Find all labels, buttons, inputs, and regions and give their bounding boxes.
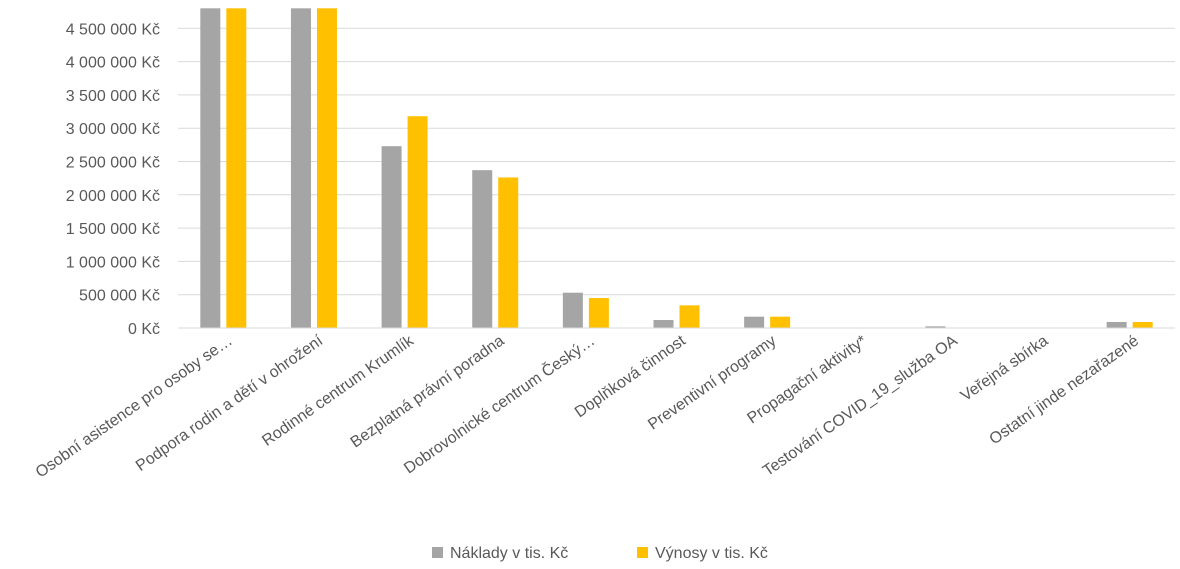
bar-naklady [925,326,946,328]
y-tick-label: 2 000 000 Kč [66,188,160,205]
bar-naklady [1106,322,1127,328]
bar-naklady [653,320,674,328]
category-label: Ostatní jinde nezařazené [987,332,1143,448]
bar-vynosy [316,8,337,328]
category-label: Dobrovolnické centrum Český… [400,331,598,478]
category-label: Bezplatná právní poradna [348,332,508,451]
y-tick-label: 4 000 000 Kč [66,55,160,72]
legend-swatch [637,547,648,558]
bar-vynosy [679,305,700,328]
y-tick-label: 1 500 000 Kč [66,221,160,238]
gridlines [178,27,1175,296]
bar-vynosy [1132,322,1153,328]
category-label: Rodinné centrum Krumlík [259,332,417,450]
category-label: Veřejná sbírka [958,332,1052,405]
y-tick-label: 500 000 Kč [79,288,160,305]
bar-naklady [472,170,493,328]
legend-label: Náklady v tis. Kč [450,545,568,562]
bar-vynosy [588,298,609,328]
bar-naklady [744,316,765,328]
y-axis-tick-labels: 0 Kč 500 000 Kč 1 000 000 Kč 1 500 000 Kč 2 … [66,21,160,338]
bar-naklady [562,292,583,328]
legend-swatch [432,547,443,558]
bar-vynosy [498,177,519,328]
bar-naklady [200,8,221,328]
y-tick-label: 3 500 000 Kč [66,88,160,105]
category-label: Testování COVID_19_služba OA [760,332,961,480]
bar-naklady [290,8,311,328]
bar-vynosy [226,8,247,328]
y-tick-label: 2 500 000 Kč [66,155,160,172]
bar-naklady [381,146,402,328]
y-tick-label: 3 000 000 Kč [66,121,160,138]
category-labels: Osobní asistence pro osoby se…Podpora ro… [33,331,1142,482]
category-label: Podpora rodin a dětí v ohrožení [133,332,327,475]
legend: Náklady v tis. Kč Výnosy v tis. Kč [432,545,768,562]
legend-label: Výnosy v tis. Kč [655,545,768,562]
bars [200,8,1153,328]
bar-vynosy [407,116,428,328]
y-tick-label: 1 000 000 Kč [66,254,160,271]
y-tick-label: 4 500 000 Kč [66,21,160,38]
bar-vynosy [770,316,791,328]
y-tick-label: 0 Kč [128,321,160,338]
